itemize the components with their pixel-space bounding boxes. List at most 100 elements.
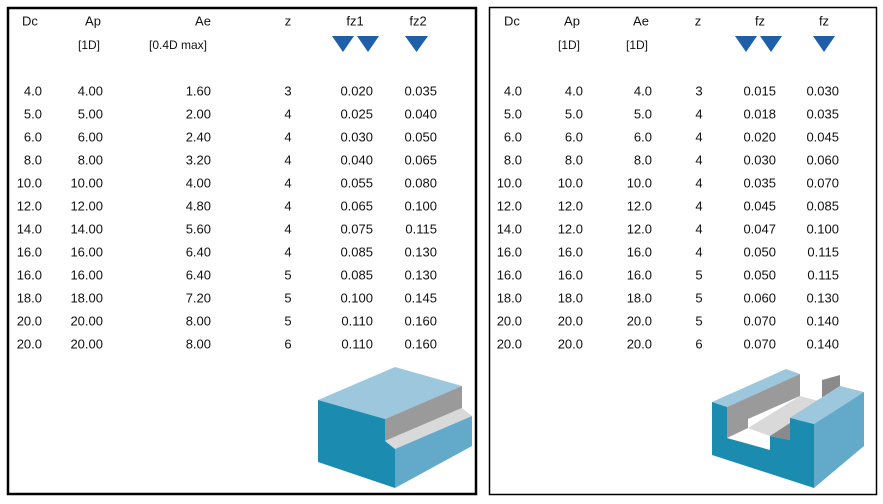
table-cell: 20.0 [627,336,652,351]
table-cell: 6.0 [24,129,42,144]
table-cell: 6 [695,336,702,351]
table-cell: 6.40 [186,267,211,282]
table-cell: 0.020 [340,83,373,98]
column-header: Dc [504,13,520,28]
table-cell: 5.60 [186,221,211,236]
column-header: Ae [195,13,211,28]
column-header: fz [755,13,765,28]
table-cell: 20.0 [497,313,522,328]
table-cell: 0.085 [340,244,373,259]
table-cell: 4.0 [634,83,652,98]
table-cell: 16.0 [17,244,42,259]
table-cell: 0.065 [340,198,373,213]
table-cell: 0.100 [340,290,373,305]
table-cell: 6.40 [186,244,211,259]
table-cell: 0.055 [340,175,373,190]
table-cell: 5 [284,267,291,282]
table-cell: 0.070 [806,175,839,190]
table-cell: 0.065 [404,152,437,167]
table-cell: 6.0 [565,129,583,144]
table-cell: 20.0 [558,336,583,351]
table-cell: 5.0 [24,106,42,121]
table-cell: 0.085 [806,198,839,213]
table-cell: 0.035 [404,83,437,98]
column-note: [1D] [78,38,100,52]
left-panel [6,6,478,496]
table-cell: 16.0 [558,244,583,259]
column-header: z [695,13,702,28]
table-cell: 4.80 [186,198,211,213]
table-cell: 12.0 [497,198,522,213]
table-cell: 0.115 [807,267,839,282]
table-cell: 4 [695,244,702,259]
table-cell: 8.00 [78,152,103,167]
table-cell: 8.0 [565,152,583,167]
table-cell: 5 [695,313,702,328]
table-cell: 2.40 [186,129,211,144]
table-cell: 4 [695,221,702,236]
column-header: z [285,13,292,28]
table-cell: 0.030 [743,152,776,167]
table-cell: 6.0 [634,129,652,144]
table-cell: 14.0 [17,221,42,236]
table-cell: 4.0 [504,83,522,98]
table-cell: 0.045 [806,129,839,144]
table-cell: 0.015 [743,83,776,98]
table-cell: 0.030 [806,83,839,98]
table-cell: 4.00 [78,83,103,98]
table-cell: 0.145 [404,290,437,305]
table-cell: 20.0 [497,336,522,351]
table-cell: 12.0 [558,221,583,236]
table-cell: 0.020 [743,129,776,144]
table-cell: 0.160 [404,313,437,328]
table-cell: 4 [284,129,291,144]
table-cell: 0.085 [340,267,373,282]
shoulder-milling-image [318,367,472,488]
table-cell: 18.0 [558,290,583,305]
table-cell: 0.100 [404,198,437,213]
table-cell: 5.0 [565,106,583,121]
table-cell: 0.035 [806,106,839,121]
table-cell: 8.00 [186,313,211,328]
table-cell: 6.00 [78,129,103,144]
table-cell: 0.140 [806,336,839,351]
column-note: [0.4D max] [149,38,207,52]
table-cell: 8.0 [24,152,42,167]
table-cell: 4 [284,244,291,259]
table-cell: 0.110 [341,336,373,351]
column-header: fz2 [409,13,426,28]
table-cell: 12.00 [70,198,103,213]
table-cell: 4.00 [186,175,211,190]
table-cell: 0.160 [404,336,437,351]
table-cell: 0.030 [340,129,373,144]
table-cell: 18.0 [17,290,42,305]
table-cell: 0.050 [743,244,776,259]
table-cell: 20.00 [70,313,103,328]
table-cell: 4 [695,198,702,213]
table-cell: 8.0 [504,152,522,167]
table-cell: 0.070 [743,313,776,328]
slot-milling-image [712,369,864,488]
table-cell: 18.00 [70,290,103,305]
column-note: [1D] [626,38,648,52]
table-cell: 4 [695,152,702,167]
table-cell: 0.115 [405,221,437,236]
table-cell: 16.0 [17,267,42,282]
column-header: Ap [564,13,580,28]
table-cell: 0.100 [806,221,839,236]
table-cell: 16.0 [497,244,522,259]
table-cell: 0.040 [404,106,437,121]
table-cell: 10.00 [70,175,103,190]
table-cell: 0.070 [743,336,776,351]
table-cell: 14.00 [70,221,103,236]
table-cell: 18.0 [627,290,652,305]
table-cell: 0.018 [743,106,776,121]
table-cell: 16.00 [70,244,103,259]
table-cell: 4 [284,221,291,236]
table-cell: 0.060 [743,290,776,305]
table-cell: 10.0 [558,175,583,190]
table-cell: 8.0 [634,152,652,167]
table-cell: 16.0 [627,267,652,282]
table-cell: 18.0 [497,290,522,305]
table-cell: 4 [695,129,702,144]
